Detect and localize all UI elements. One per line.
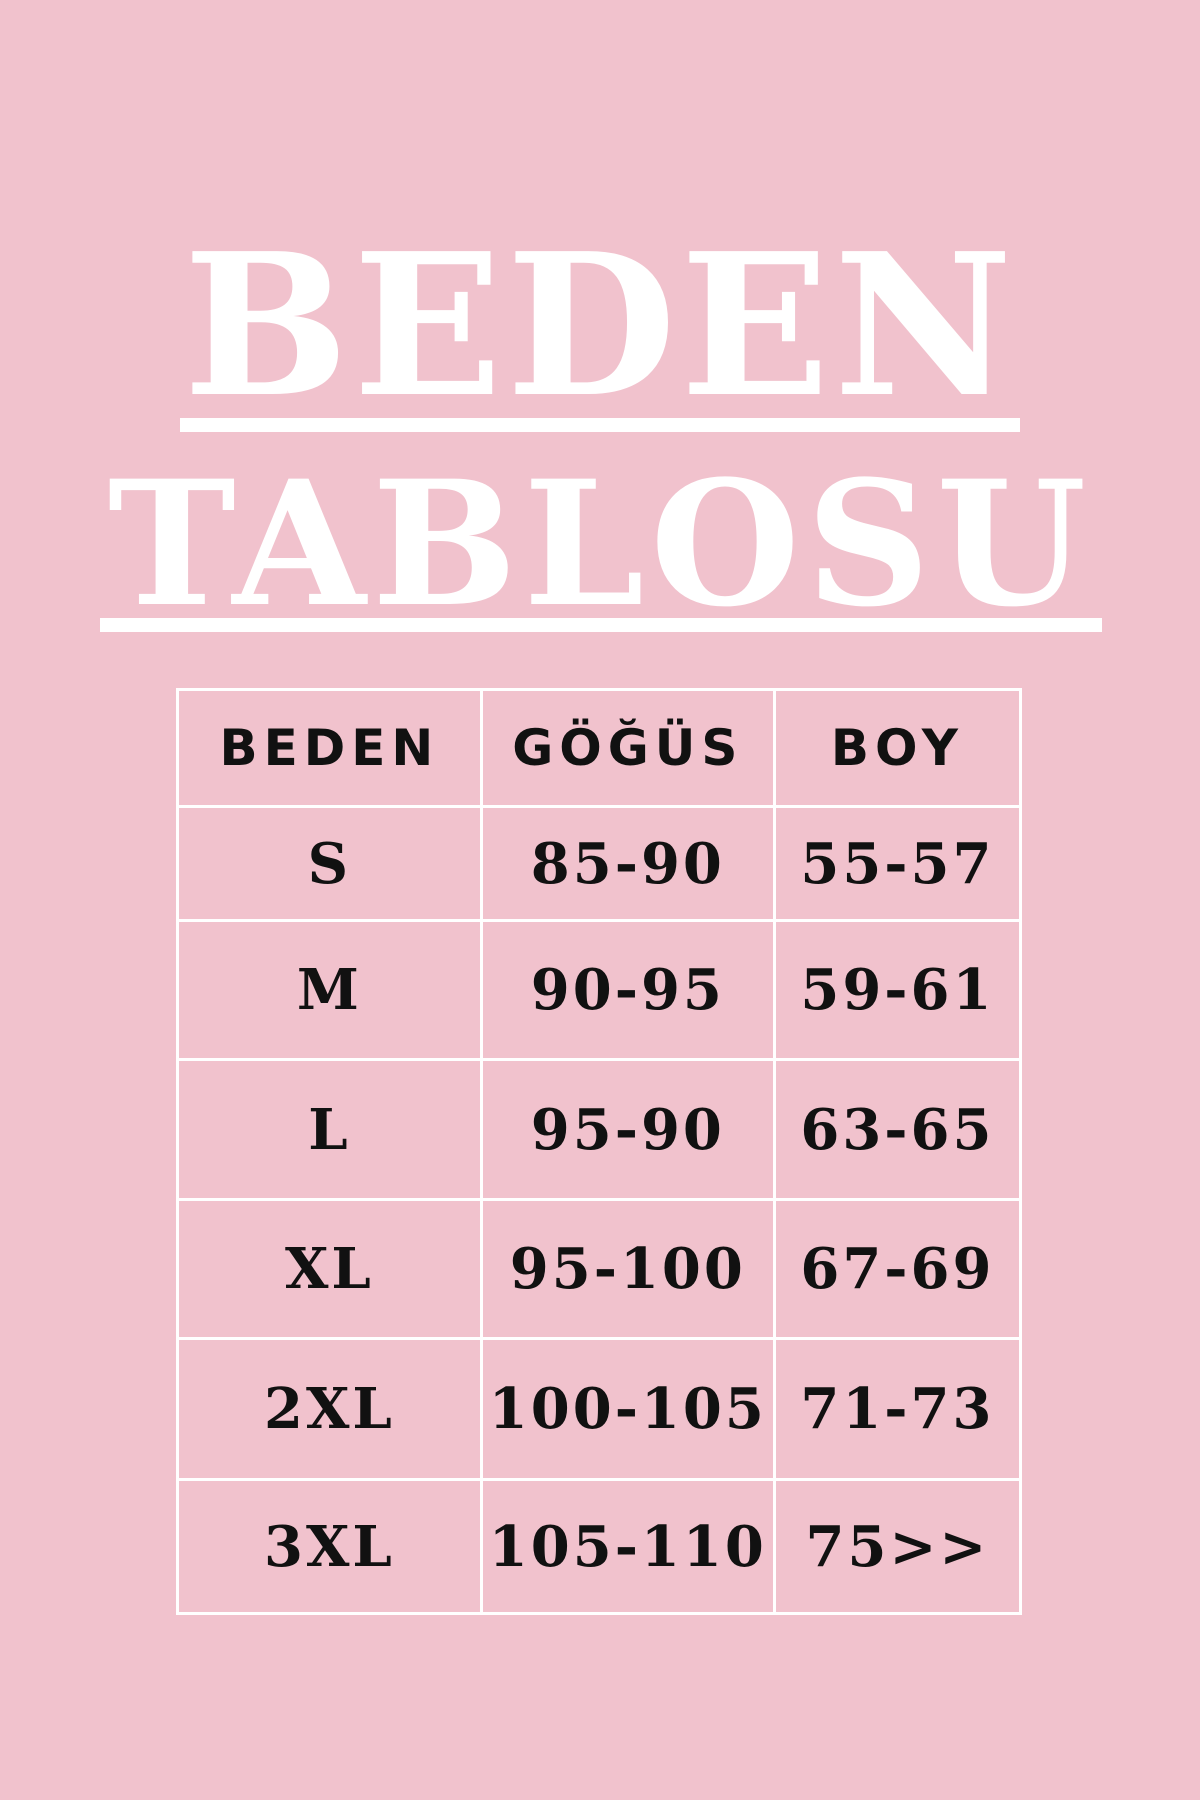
cell-chest: 90-95 [479,919,776,1061]
cell-size: L [176,1058,483,1201]
cell-chest: 95-90 [479,1058,776,1201]
cell-size: 2XL [176,1337,483,1481]
cell-length: 63-65 [772,1058,1023,1201]
cell-chest: 100-105 [479,1337,776,1481]
table-row: L 95-90 63-65 [176,1058,1023,1201]
table-row: 3XL 105-110 75>> [176,1478,1023,1615]
title-underline-2 [100,618,1102,632]
size-table: BEDEN GÖĞÜS BOY S 85-90 55-57 M 90-95 59… [176,688,1023,1615]
title-line-1: BEDEN [183,211,1017,441]
cell-length: 55-57 [772,805,1023,922]
cell-chest: 95-100 [479,1198,776,1340]
cell-length: 71-73 [772,1337,1023,1481]
table-row: M 90-95 59-61 [176,919,1023,1061]
header-gogus: GÖĞÜS [479,688,776,808]
header-boy: BOY [772,688,1023,808]
cell-length: 75>> [772,1478,1023,1615]
cell-length: 59-61 [772,919,1023,1061]
cell-size: 3XL [176,1478,483,1615]
cell-length: 67-69 [772,1198,1023,1340]
cell-size: XL [176,1198,483,1340]
header-beden: BEDEN [176,688,483,808]
cell-chest: 105-110 [479,1478,776,1615]
table-row: S 85-90 55-57 [176,805,1023,922]
title-underline-1 [180,418,1020,432]
cell-chest: 85-90 [479,805,776,922]
table-row: 2XL 100-105 71-73 [176,1337,1023,1481]
title-line-2: TABLOSU [107,442,1093,645]
table-row: XL 95-100 67-69 [176,1198,1023,1340]
table-header-row: BEDEN GÖĞÜS BOY [176,688,1023,808]
cell-size: S [176,805,483,922]
cell-size: M [176,919,483,1061]
